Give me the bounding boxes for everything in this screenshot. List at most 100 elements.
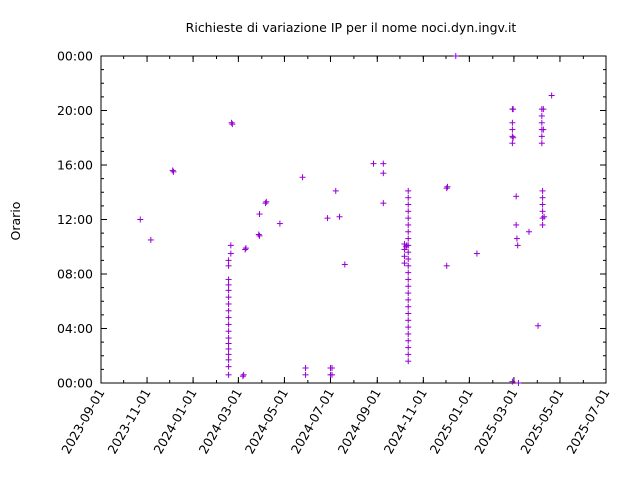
x-axis: 2023-09-012023-11-012024-01-012024-03-01…: [58, 56, 613, 456]
data-point: [225, 328, 232, 335]
data-point: [405, 303, 412, 310]
data-point: [513, 193, 520, 200]
data-point: [405, 330, 412, 337]
data-point: [276, 220, 283, 227]
data-point: [405, 221, 412, 228]
data-point: [405, 317, 412, 324]
data-point: [137, 216, 144, 223]
data-point: [225, 356, 232, 363]
data-point: [225, 335, 232, 342]
data-point: [514, 242, 521, 249]
data-point: [225, 307, 232, 314]
data-point: [225, 351, 232, 358]
data-point: [240, 371, 247, 378]
data-point: [541, 213, 548, 220]
y-tick-label: 20:00: [57, 103, 93, 118]
data-point: [227, 250, 234, 257]
data-point: [405, 324, 412, 331]
data-point: [242, 246, 249, 253]
data-points: [137, 53, 555, 386]
data-point: [509, 119, 516, 126]
x-tick-label: 2025-05-01: [517, 386, 566, 456]
data-point: [401, 253, 408, 260]
data-point: [227, 242, 234, 249]
data-point: [302, 365, 309, 372]
data-point: [405, 283, 412, 290]
data-point: [443, 262, 450, 269]
x-tick-label: 2025-03-01: [471, 386, 520, 456]
data-point: [405, 296, 412, 303]
data-point: [405, 187, 412, 194]
data-point: [225, 276, 232, 283]
data-point: [405, 208, 412, 215]
data-point: [539, 208, 546, 215]
data-point: [380, 160, 387, 167]
data-point: [539, 221, 546, 228]
data-point: [539, 194, 546, 201]
data-point: [510, 134, 517, 141]
data-point: [473, 250, 480, 257]
chart-title: Richieste di variazione IP per il nome n…: [186, 20, 517, 35]
data-point: [405, 256, 412, 263]
data-point: [538, 133, 545, 140]
data-point: [256, 232, 263, 239]
x-tick-label: 2024-09-01: [335, 386, 384, 456]
x-tick-label: 2024-07-01: [288, 386, 337, 456]
data-point: [513, 235, 520, 242]
data-point: [401, 260, 408, 267]
data-point: [509, 133, 516, 140]
data-point: [302, 371, 309, 378]
data-point: [405, 344, 412, 351]
data-point: [405, 228, 412, 235]
y-axis: 00:00 04:00 08:00 12:00 16:00 20:00 00:00: [57, 49, 606, 391]
x-tick-label: 2025-07-01: [563, 386, 612, 456]
data-point: [239, 373, 246, 380]
y-tick-label: 16:00: [57, 158, 93, 173]
data-point: [443, 185, 450, 192]
data-point: [225, 345, 232, 352]
y-axis-label: Orario: [8, 202, 23, 241]
data-point: [147, 236, 154, 243]
data-point: [539, 215, 546, 222]
data-point: [242, 245, 249, 252]
data-point: [225, 321, 232, 328]
data-point: [405, 358, 412, 365]
data-point: [510, 106, 517, 113]
data-point: [405, 242, 412, 249]
x-tick-label: 2025-01-01: [427, 386, 476, 456]
data-point: [225, 300, 232, 307]
x-tick-label: 2024-11-01: [381, 386, 430, 456]
data-point: [256, 211, 263, 218]
x-tick-label: 2023-09-01: [58, 386, 107, 456]
data-point: [380, 170, 387, 177]
data-point: [225, 294, 232, 301]
data-point: [535, 322, 542, 329]
data-point: [225, 363, 232, 370]
data-point: [405, 351, 412, 358]
data-point: [513, 221, 520, 228]
data-point: [228, 119, 235, 126]
x-tick-label: 2024-01-01: [150, 386, 199, 456]
data-point: [538, 140, 545, 147]
data-point: [405, 215, 412, 222]
data-point: [405, 337, 412, 344]
data-point: [225, 287, 232, 294]
data-point: [255, 231, 262, 238]
data-point: [526, 228, 533, 235]
data-point: [225, 262, 232, 269]
data-point: [548, 92, 555, 99]
data-point: [539, 201, 546, 208]
data-point: [370, 160, 377, 167]
plot-frame: [100, 55, 607, 384]
data-point: [328, 365, 335, 372]
y-tick-label: 04:00: [57, 321, 93, 336]
y-tick-label: 12:00: [57, 212, 93, 227]
data-point: [405, 194, 412, 201]
data-point: [225, 257, 232, 264]
data-point: [452, 53, 459, 59]
data-point: [540, 126, 547, 133]
data-point: [405, 235, 412, 242]
data-point: [509, 126, 516, 133]
x-tick-label: 2024-03-01: [196, 386, 245, 456]
